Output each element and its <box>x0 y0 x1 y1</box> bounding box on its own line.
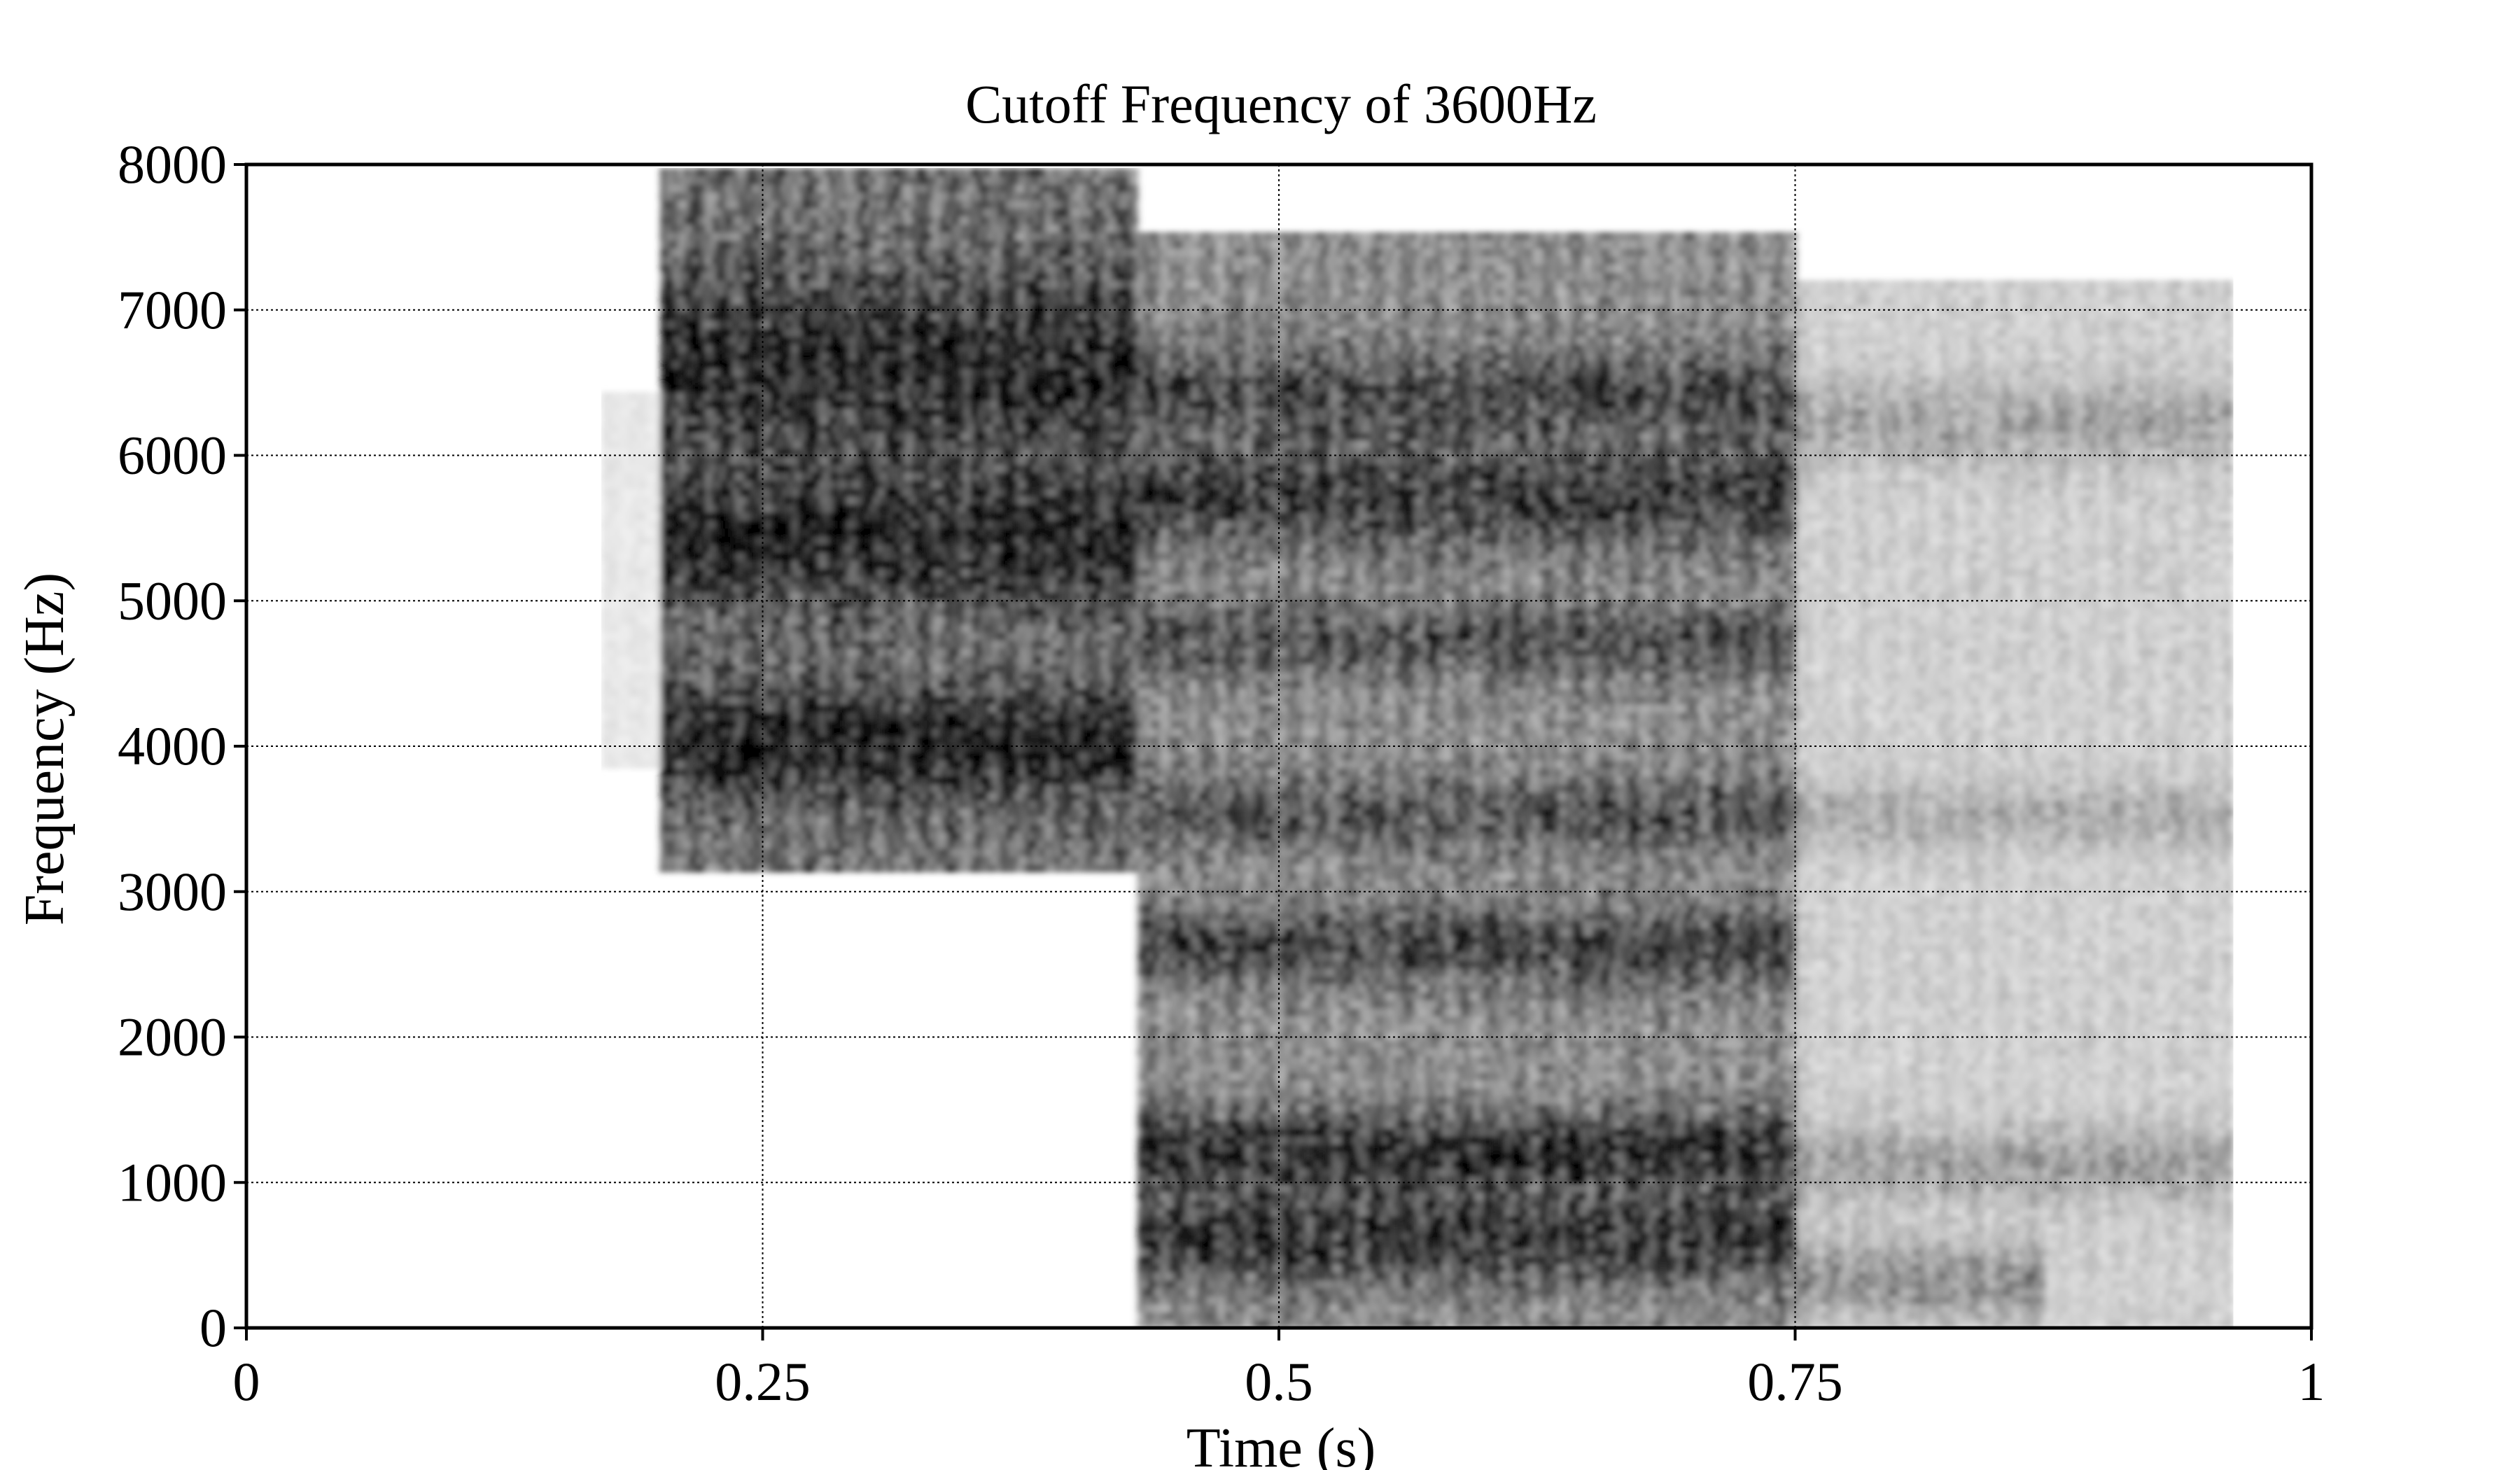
y-tick-label: 7000 <box>118 279 227 340</box>
y-tick-label: 4000 <box>118 715 227 776</box>
chart-title: Cutoff Frequency of 3600Hz <box>965 74 1597 134</box>
y-axis-label: Frequency (Hz) <box>14 573 76 925</box>
x-tick-label: 0 <box>233 1351 260 1412</box>
y-tick-label: 0 <box>200 1297 227 1358</box>
x-axis-label: Time (s) <box>1186 1418 1376 1470</box>
x-tick-label: 0.5 <box>1245 1351 1313 1412</box>
y-tick-label: 3000 <box>118 861 227 922</box>
x-tick-label: 1 <box>2298 1351 2325 1412</box>
y-tick-label: 8000 <box>118 134 227 195</box>
x-tick-label: 0.25 <box>715 1351 811 1412</box>
y-tick-label: 6000 <box>118 425 227 486</box>
y-tick-label: 5000 <box>118 570 227 631</box>
y-tick-label: 1000 <box>118 1152 227 1212</box>
x-tick-label: 0.75 <box>1747 1351 1843 1412</box>
spectrogram-image <box>601 168 2233 1329</box>
y-tick-label: 2000 <box>118 1007 227 1068</box>
